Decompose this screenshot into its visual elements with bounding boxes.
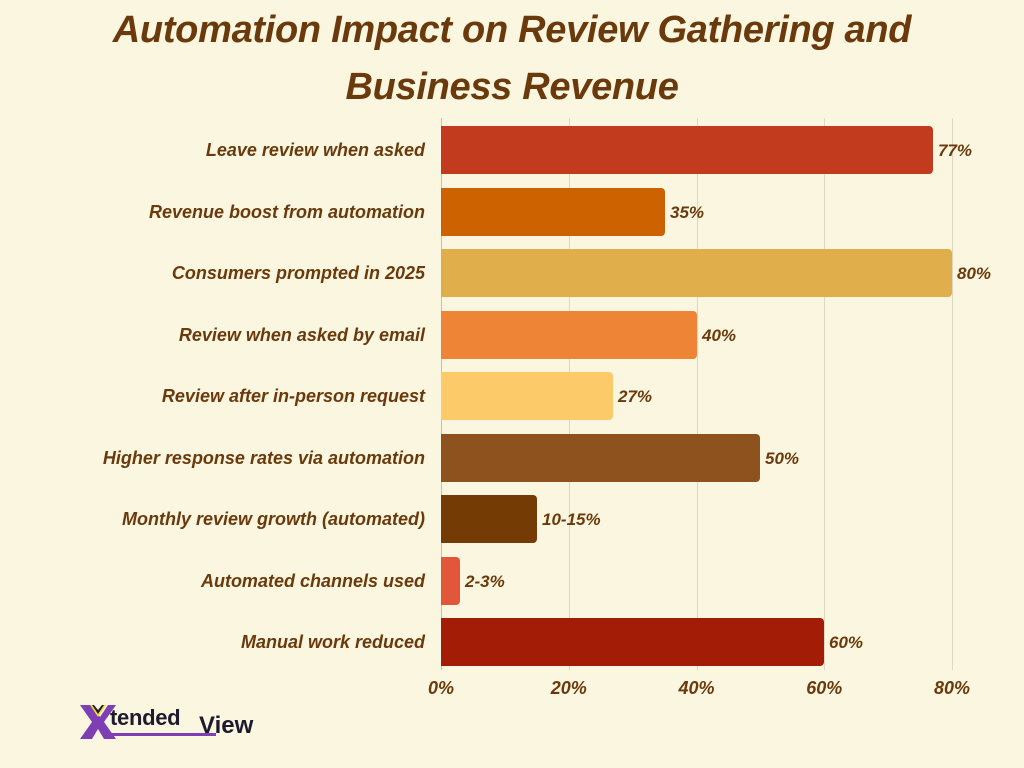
category-label: Consumers prompted in 2025 <box>171 263 425 283</box>
chart-title-line-2: Business Revenue <box>345 66 679 108</box>
chart-title: Automation Impact on Review Gathering an… <box>0 2 1024 116</box>
bar <box>441 126 933 174</box>
bar <box>441 310 697 359</box>
bar <box>441 556 460 605</box>
xtendedview-logo: tended View <box>78 703 268 743</box>
bar-value-label: 35% <box>670 202 705 222</box>
bar <box>441 372 613 420</box>
category-label: Automated channels used <box>200 570 425 591</box>
bar-value-label: 80% <box>957 264 992 283</box>
bar-value-label: 10-15% <box>542 510 601 529</box>
x-tick-label: 60% <box>806 678 843 698</box>
bar <box>441 249 952 297</box>
logo-text-tended: tended <box>110 705 181 730</box>
category-label: Review when asked by email <box>178 324 425 345</box>
bar-value-label: 50% <box>765 448 800 468</box>
chart-title-line-1: Automation Impact on Review Gathering an… <box>112 9 912 51</box>
bar <box>441 187 665 236</box>
bar-value-label: 2-3% <box>465 571 505 591</box>
bar <box>441 495 537 543</box>
logo-x-icon <box>80 705 116 739</box>
category-label: Revenue boost from automation <box>148 201 425 222</box>
bar <box>441 433 760 482</box>
logo-text-view: View <box>199 712 254 739</box>
category-label: Higher response rates via automation <box>102 447 425 468</box>
category-label: Review after in-person request <box>161 386 425 406</box>
bar-value-label: 40% <box>702 325 737 345</box>
x-tick-label: 20% <box>550 678 587 698</box>
gridline <box>952 118 953 670</box>
x-tick-label: 40% <box>678 678 715 698</box>
bar-value-label: 27% <box>618 387 653 406</box>
bar <box>441 618 824 666</box>
x-tick-label: 80% <box>933 678 971 698</box>
bar-value-label: 60% <box>829 633 864 652</box>
logo-underline <box>106 733 216 736</box>
x-tick-label: 0% <box>427 678 455 698</box>
category-label: Leave review when asked <box>205 140 425 160</box>
plot-area: 77% 35% 80% 40% 27% 50% 10-15% 2-3% 60% <box>441 118 1001 670</box>
category-label: Monthly review growth (automated) <box>121 509 425 529</box>
gridline <box>697 118 698 670</box>
category-label: Manual work reduced <box>240 632 425 652</box>
gridline <box>824 118 825 670</box>
bar-value-label: 77% <box>938 141 973 160</box>
